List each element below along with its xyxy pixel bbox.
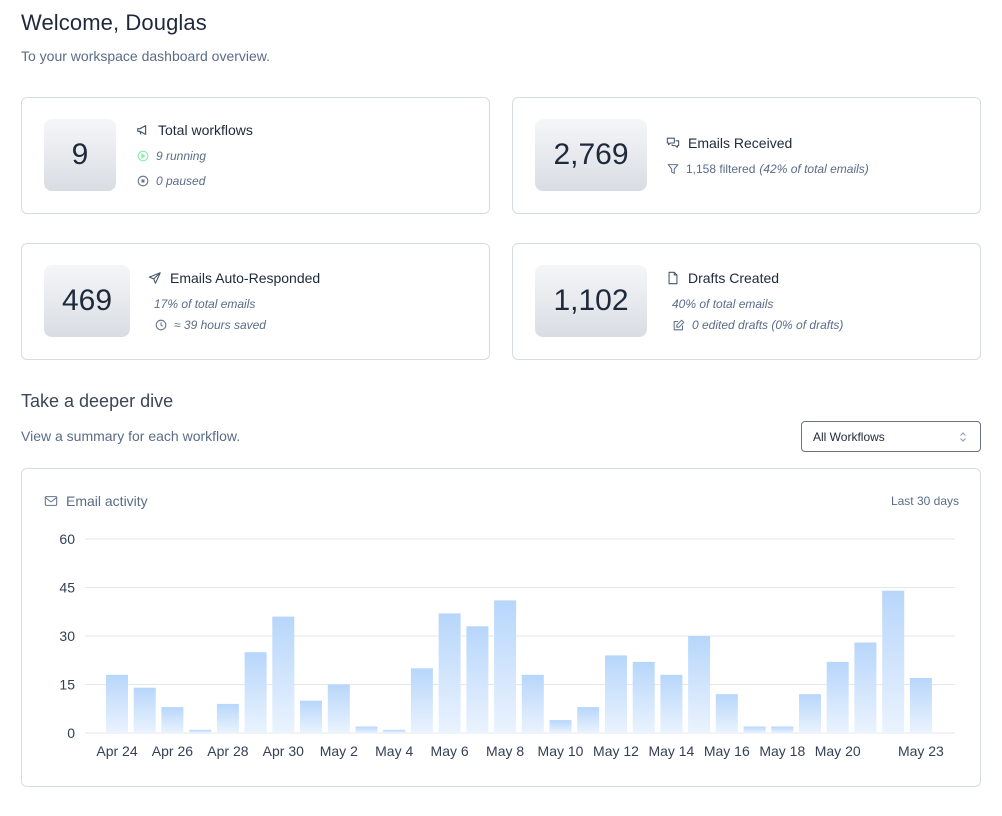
mail-icon xyxy=(44,494,58,508)
x-tick-label: May 12 xyxy=(593,743,639,759)
y-tick-label: 0 xyxy=(67,725,75,741)
date-range-label: Last 30 days xyxy=(890,494,959,508)
page-subtitle: To your workspace dashboard overview. xyxy=(21,48,271,64)
bar-may-8[interactable] xyxy=(494,600,517,733)
bar-may-3[interactable] xyxy=(355,726,378,734)
bar-may-21[interactable] xyxy=(854,642,877,734)
emails-received-title: Emails Received xyxy=(688,135,793,151)
paused-count: 0 paused xyxy=(156,174,206,188)
play-circle-icon xyxy=(136,149,150,163)
chat-bubbles-icon xyxy=(666,136,680,150)
y-tick-label: 15 xyxy=(59,677,75,693)
y-tick-label: 60 xyxy=(59,531,75,547)
clock-icon xyxy=(154,318,168,332)
bar-apr-24[interactable] xyxy=(106,674,128,733)
x-tick-label: May 16 xyxy=(704,743,750,759)
x-tick-label: May 14 xyxy=(648,743,694,759)
x-tick-label: May 18 xyxy=(759,743,805,759)
bar-may-23[interactable] xyxy=(909,678,932,733)
x-tick-label: Apr 30 xyxy=(263,743,304,759)
bar-may-1[interactable] xyxy=(300,700,322,733)
bar-may-18[interactable] xyxy=(771,726,794,734)
bar-may-14[interactable] xyxy=(660,674,683,733)
bar-may-12[interactable] xyxy=(605,655,627,733)
edit-icon xyxy=(672,318,686,332)
bar-may-13[interactable] xyxy=(632,661,655,733)
bar-may-10[interactable] xyxy=(549,720,572,733)
x-tick-label: May 8 xyxy=(486,743,524,759)
bar-may-11[interactable] xyxy=(577,707,600,733)
bar-apr-28[interactable] xyxy=(216,703,239,733)
workflow-select[interactable]: All Workflows xyxy=(801,421,981,452)
document-icon xyxy=(666,271,680,285)
drafts-percent: 40% of total emails xyxy=(672,297,774,311)
x-tick-label: Apr 28 xyxy=(207,743,248,759)
email-activity-card: Email activity Last 30 days 0 15 30 45 60 Ap… xyxy=(21,468,981,787)
bar-may-15[interactable] xyxy=(688,636,711,733)
bar-may-6[interactable] xyxy=(438,613,461,733)
bar-may-9[interactable] xyxy=(521,674,544,733)
bar-apr-30[interactable] xyxy=(272,616,295,733)
bar-may-5[interactable] xyxy=(410,668,433,733)
y-tick-label: 30 xyxy=(59,628,75,644)
x-tick-label: May 4 xyxy=(375,743,413,759)
x-tick-label: May 2 xyxy=(320,743,358,759)
x-tick-label: May 6 xyxy=(431,743,469,759)
x-tick-label: Apr 26 xyxy=(152,743,193,759)
filter-icon xyxy=(666,162,680,176)
filtered-count: 1,158 filtered xyxy=(686,162,756,176)
auto-responded-card: 469 Emails Auto-Responded 17% of total e… xyxy=(21,243,490,360)
pause-circle-icon xyxy=(136,174,150,188)
bar-may-17[interactable] xyxy=(743,726,766,734)
hours-saved: ≈ 39 hours saved xyxy=(174,318,266,332)
x-tick-label: May 10 xyxy=(538,743,584,759)
x-tick-label: May 20 xyxy=(815,743,861,759)
section-title: Take a deeper dive xyxy=(21,391,174,411)
send-icon xyxy=(148,271,162,285)
bar-may-16[interactable] xyxy=(715,694,738,733)
drafts-created-title: Drafts Created xyxy=(688,270,780,286)
bar-apr-25[interactable] xyxy=(133,687,156,733)
chart-title: Email activity xyxy=(66,493,148,509)
page-title: Welcome, Douglas xyxy=(21,10,207,35)
auto-responded-percent: 17% of total emails xyxy=(154,297,256,311)
x-tick-label: Apr 24 xyxy=(96,743,137,759)
section-subtitle: View a summary for each workflow. xyxy=(21,428,241,444)
filtered-percent: (42% of total emails) xyxy=(759,162,869,176)
workflow-select-value: All Workflows xyxy=(813,429,885,444)
email-activity-chart: 0 15 30 45 60 Apr 24 Apr 26 Apr 28 Apr 30 May 2 M… xyxy=(59,531,955,759)
bar-may-22[interactable] xyxy=(882,590,905,733)
bar-may-19[interactable] xyxy=(799,694,821,733)
running-count: 9 running xyxy=(156,149,207,163)
megaphone-icon xyxy=(136,123,150,137)
drafts-created-card: 1,102 Drafts Created 40% of total emails… xyxy=(512,243,981,360)
bar-apr-29[interactable] xyxy=(244,652,267,733)
y-tick-label: 45 xyxy=(59,580,75,596)
auto-responded-title: Emails Auto-Responded xyxy=(170,270,321,286)
bar-apr-27[interactable] xyxy=(189,729,212,733)
auto-responded-value: 469 xyxy=(44,265,130,337)
bar-apr-26[interactable] xyxy=(161,707,184,733)
total-workflows-card: 9 Total workflows 9 running 0 paused xyxy=(21,97,490,214)
drafts-created-value: 1,102 xyxy=(535,265,647,337)
bar-may-20[interactable] xyxy=(826,661,849,733)
bar-may-2[interactable] xyxy=(327,684,350,734)
total-workflows-title: Total workflows xyxy=(158,122,253,138)
edited-drafts: 0 edited drafts (0% of drafts) xyxy=(692,318,844,332)
x-tick-label: May 23 xyxy=(898,743,944,759)
emails-received-value: 2,769 xyxy=(535,119,647,191)
total-workflows-value: 9 xyxy=(44,119,116,191)
bar-may-4[interactable] xyxy=(383,729,406,733)
emails-received-card: 2,769 Emails Received 1,158 filtered (42… xyxy=(512,97,981,214)
bar-may-7[interactable] xyxy=(466,626,489,733)
chevron-up-down-icon xyxy=(958,430,968,444)
